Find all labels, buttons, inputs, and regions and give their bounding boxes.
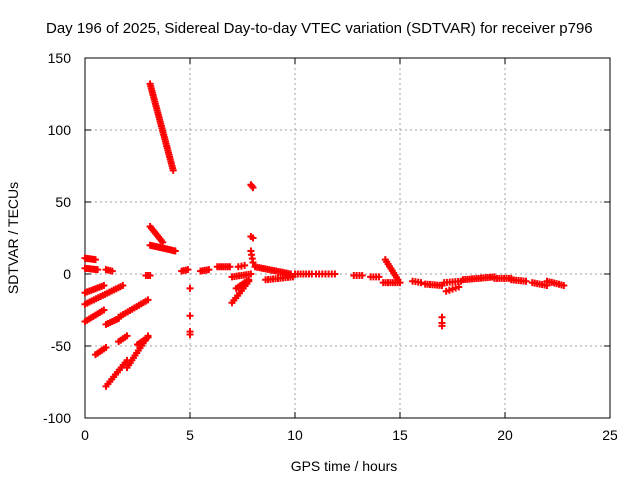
data-point	[186, 284, 194, 292]
data-point	[396, 279, 404, 287]
data-point	[144, 296, 152, 304]
data-point	[226, 263, 234, 271]
data-point	[100, 282, 108, 290]
y-axis-ticks: -100 -50 0 50 100 150	[43, 50, 610, 426]
data-point	[455, 283, 463, 291]
data-point	[94, 266, 102, 274]
y-tick-label: -50	[51, 338, 71, 354]
data-point	[522, 277, 530, 285]
data-point	[248, 182, 256, 190]
y-tick-label: -100	[43, 410, 71, 426]
data-point	[119, 282, 127, 290]
x-tick-label: 0	[81, 427, 89, 443]
data-point	[375, 273, 383, 281]
data-point	[249, 184, 257, 192]
chart-title: Day 196 of 2025, Sidereal Day-to-day VTE…	[46, 20, 593, 37]
y-tick-label: 0	[63, 266, 71, 282]
y-tick-label: 100	[48, 122, 72, 138]
data-point	[438, 319, 446, 327]
data-point	[171, 247, 179, 255]
data-point	[123, 332, 131, 340]
data-point	[186, 328, 194, 336]
data-point	[100, 306, 108, 314]
x-tick-label: 25	[602, 427, 618, 443]
x-tick-label: 20	[497, 427, 513, 443]
data-point	[247, 270, 255, 278]
y-axis-label: SDTVAR / TECUs	[5, 182, 21, 294]
data-point	[144, 333, 152, 341]
x-axis-label: GPS time / hours	[291, 458, 398, 474]
grid-lines	[85, 58, 610, 418]
data-point	[169, 166, 177, 174]
data-point	[184, 266, 192, 274]
data-point	[205, 266, 213, 274]
data-point	[417, 279, 425, 287]
data-point	[560, 282, 568, 290]
x-axis-ticks: 0 5 10 15 20 25	[81, 58, 618, 443]
data-point	[249, 234, 257, 242]
data-point	[108, 267, 116, 275]
data-point	[241, 261, 249, 269]
y-tick-label: 150	[48, 50, 72, 66]
data-point	[249, 258, 257, 266]
data-point	[146, 271, 154, 279]
plot-frame	[84, 57, 611, 419]
x-tick-label: 10	[287, 427, 303, 443]
x-tick-label: 15	[392, 427, 408, 443]
data-points	[81, 80, 568, 390]
y-tick-label: 50	[55, 194, 71, 210]
data-point	[245, 276, 253, 284]
data-point	[186, 312, 194, 320]
data-point	[102, 343, 110, 351]
data-point	[358, 271, 366, 279]
data-point	[331, 270, 339, 278]
data-point	[92, 256, 99, 264]
x-tick-label: 5	[186, 427, 194, 443]
